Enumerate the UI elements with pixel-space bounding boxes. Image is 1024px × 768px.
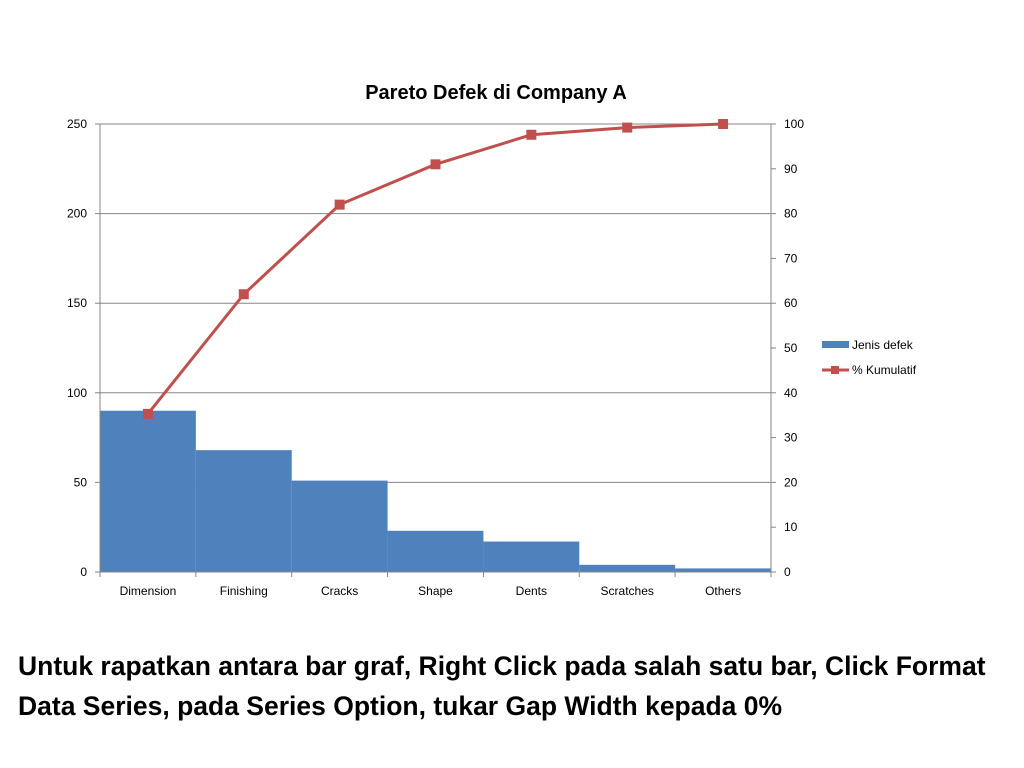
instruction-caption: Untuk rapatkan antara bar graf, Right Cl… [18,651,986,721]
y-left-tick-label: 250 [67,117,87,131]
y-right-tick-label: 60 [784,296,798,310]
x-category-label: Dimension [120,584,177,598]
x-category-labels: Dimension Finishing Cracks Shape Dents Scratc… [120,584,742,598]
y-left-tick-label: 50 [74,475,88,489]
bar-shape [387,530,484,572]
y-right-tick-label: 10 [784,520,798,534]
bar-finishing [195,450,292,572]
y-left-tick-label: 150 [67,296,87,310]
y-right-tick-label: 20 [784,475,798,489]
legend: Jenis defek % Kumulatif [822,338,917,377]
x-category-label: Dents [516,584,547,598]
y-right-tick-label: 100 [784,117,804,131]
x-category-label: Finishing [220,584,268,598]
y-right-tick-label: 30 [784,431,798,445]
cumulative-marker [430,159,441,170]
gridlines [100,123,771,483]
cumulative-marker [622,122,633,133]
y-left-tick-label: 200 [67,207,87,221]
x-category-label: Scratches [601,584,654,598]
y-right-tick-label: 50 [784,341,798,355]
y-right-tick-label: 40 [784,386,798,400]
legend-swatch-marker [831,366,839,374]
x-category-label: Shape [418,584,453,598]
pareto-chart: Pareto Defek di Company A 05010015020025… [67,82,917,598]
legend-label-bar: Jenis defek [852,338,914,352]
cumulative-marker [142,408,153,419]
y-right-tick-label: 80 [784,207,798,221]
axes [95,123,776,577]
y-right-tick-labels: 0 10 20 30 40 50 60 70 80 90 100 [784,117,804,579]
y-left-tick-labels: 0 50 100 150 200 250 [67,117,87,579]
legend-swatch-bar [822,341,849,348]
chart-title: Pareto Defek di Company A [365,82,627,104]
cumulative-marker [526,129,537,140]
cumulative-line-series [142,119,729,419]
x-category-label: Others [705,584,741,598]
bar-others [675,568,771,572]
y-right-tick-label: 90 [784,162,798,176]
bar-scratches [579,564,676,572]
cumulative-marker [718,119,729,129]
y-left-tick-label: 100 [67,386,87,400]
y-left-tick-label: 0 [80,565,87,579]
bar-dimension [100,410,196,572]
legend-label-line: % Kumulatif [852,363,917,377]
bar-dents [483,541,580,572]
y-right-tick-label: 70 [784,251,798,265]
bar-cracks [291,480,388,572]
cumulative-marker [334,199,345,210]
bar-series [100,410,771,572]
y-right-tick-label: 0 [784,565,791,579]
x-category-label: Cracks [321,584,358,598]
cumulative-marker [238,289,249,300]
